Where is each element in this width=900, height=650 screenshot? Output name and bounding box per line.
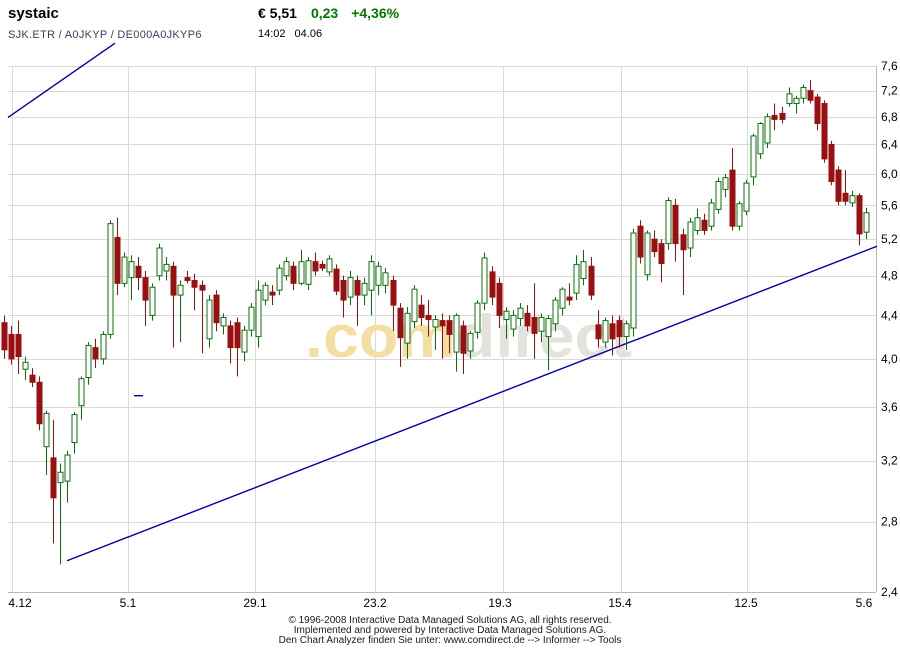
price-tick-label: 2,4 [881, 585, 898, 599]
date-tick-label: 5.6 [856, 596, 873, 610]
date-tick-label: 15.4 [608, 596, 632, 610]
trendlines [7, 42, 878, 562]
candles [1, 80, 870, 565]
date-tick-label: 23.2 [363, 596, 387, 610]
upper-left-line [7, 42, 116, 118]
price-tick-label: 3,6 [881, 400, 898, 414]
date-tick-label: 12.5 [734, 596, 758, 610]
price-tick-label: 4,8 [881, 269, 898, 283]
date-tick-label: 4.12 [8, 596, 32, 610]
last-price: € 5,51 [258, 5, 297, 21]
date-tick-label: 5.1 [120, 596, 137, 610]
quote-time-row: 14:02 04.06 [258, 28, 412, 40]
rising-support-line [66, 245, 878, 562]
price-tick-label: 6,0 [881, 167, 898, 181]
quote-price-row: € 5,51 0,23 +4,36% [258, 5, 412, 21]
header-quote: € 5,51 0,23 +4,36% 14:02 04.06 [258, 5, 412, 40]
price-tick-label: 3,2 [881, 454, 898, 468]
footer-line-1: © 1996-2008 Interactive Data Managed Sol… [288, 615, 612, 626]
price-tick-label: 7,2 [881, 84, 898, 98]
instrument-title: systaic [8, 5, 59, 22]
date-tick-label: 19.3 [488, 596, 512, 610]
plot-border [8, 66, 877, 593]
price-tick-label: 6,8 [881, 110, 898, 124]
date-tick-label: 29.1 [243, 596, 267, 610]
price-tick-label: 5,6 [881, 198, 898, 212]
quote-time: 14:02 [258, 28, 286, 40]
footer-copyright: © 1996-2008 Interactive Data Managed Sol… [0, 616, 900, 646]
axis-labels: 7,6 7,2 6,8 6,4 6,0 5,6 5,2 4,8 4,4 4,0 3,6 3,2 2,8 2… [8, 59, 898, 610]
price-tick-label: 5,2 [881, 232, 898, 246]
change-percent: +4,36% [351, 5, 400, 21]
footer-line-3: Den Chart Analyzer finden Sie unter: www… [278, 635, 622, 646]
footer-line-2: Implemented and powered by Interactive D… [293, 625, 607, 636]
header-instrument: systaic SJK.ETR / A0JKYP / DE000A0JKYP6 [8, 5, 202, 41]
price-tick-label: 4,4 [881, 308, 898, 322]
instrument-ids: SJK.ETR / A0JKYP / DE000A0JKYP6 [8, 29, 202, 41]
price-tick-label: 7,6 [881, 59, 898, 73]
quote-date: 04.06 [294, 28, 323, 40]
price-tick-label: 6,4 [881, 137, 898, 151]
change-absolute: 0,23 [310, 5, 339, 21]
price-tick-label: 4,0 [881, 352, 898, 366]
price-tick-label: 2,8 [881, 515, 898, 529]
